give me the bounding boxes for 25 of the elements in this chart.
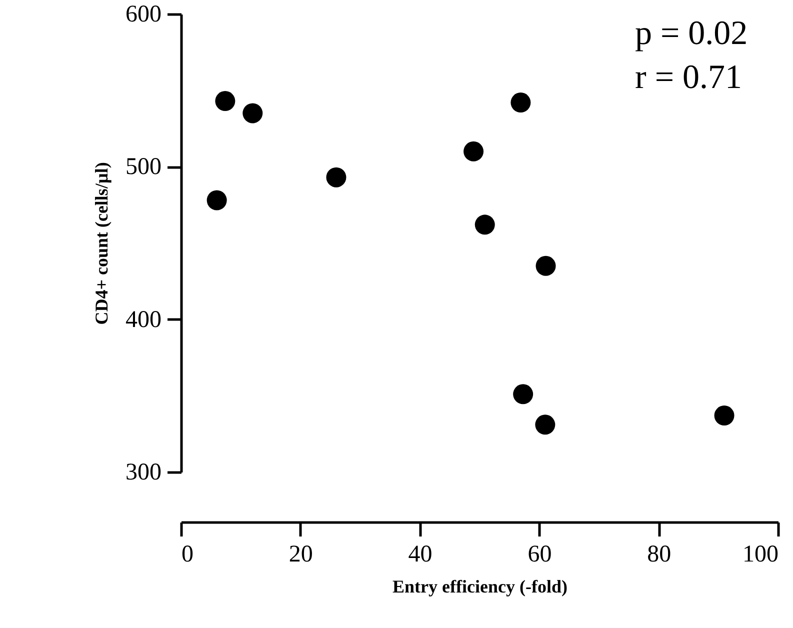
point bbox=[206, 190, 227, 210]
x-axis-title: Entry efficiency (-fold) bbox=[392, 576, 568, 596]
point bbox=[513, 384, 534, 404]
point bbox=[535, 414, 556, 435]
x-tick-label: 80 bbox=[647, 542, 672, 568]
point bbox=[714, 406, 734, 426]
x-tick-label: 20 bbox=[288, 542, 313, 568]
y-tick-label: 500 bbox=[126, 154, 162, 180]
x-tick-label: 60 bbox=[528, 542, 552, 568]
point bbox=[215, 91, 236, 111]
point bbox=[326, 167, 346, 188]
x-tick-label: 100 bbox=[742, 542, 778, 568]
point bbox=[510, 92, 531, 113]
annotation: r = 0.71 bbox=[635, 59, 742, 96]
y-tick-label: 400 bbox=[126, 306, 162, 333]
y-tick-label: 300 bbox=[126, 460, 162, 486]
x-tick-label: 40 bbox=[408, 542, 432, 568]
point bbox=[242, 103, 263, 124]
point bbox=[464, 141, 484, 162]
y-axis-title: CD4+ count (cells/µl) bbox=[92, 162, 112, 325]
point bbox=[474, 214, 495, 235]
y-tick-label: 600 bbox=[126, 2, 162, 28]
point bbox=[536, 256, 556, 276]
x-tick-label: 0 bbox=[182, 542, 194, 568]
annotation: p = 0.02 bbox=[635, 15, 748, 52]
